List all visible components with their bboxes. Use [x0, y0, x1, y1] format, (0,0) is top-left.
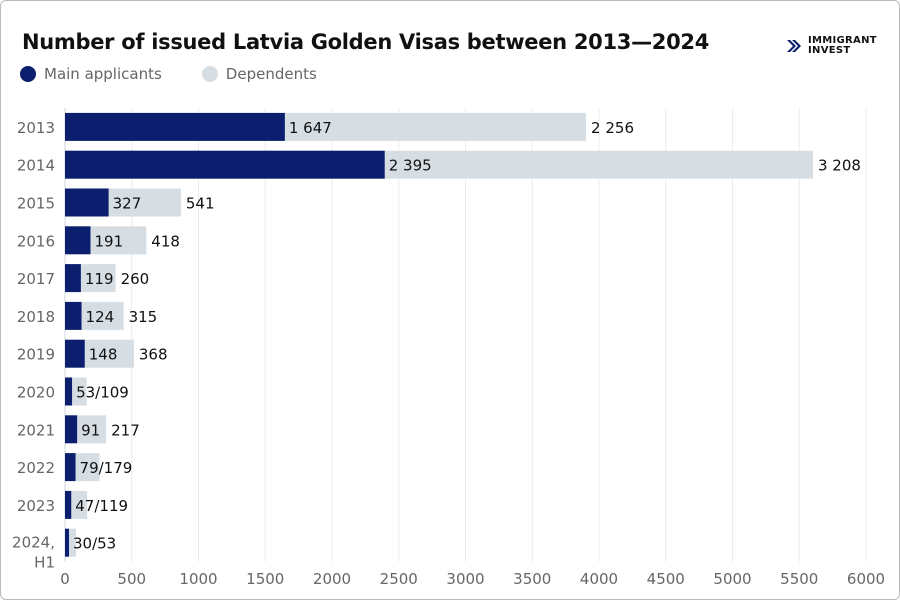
y-tick-label: 2023 [17, 497, 55, 515]
x-tick-label: 6000 [847, 570, 885, 588]
y-tick-label: 2017 [17, 270, 55, 288]
bar-main-applicants [65, 226, 91, 255]
y-tick-label: 2016 [17, 232, 55, 250]
data-label-main: 91 [81, 421, 100, 439]
legend-label-main: Main applicants [44, 65, 162, 83]
data-label-main: 53/109 [76, 384, 129, 402]
bar-main-applicants [65, 377, 73, 406]
bar-dependents [384, 150, 814, 179]
x-tick-label: 2000 [313, 570, 351, 588]
x-tick-label: 0 [60, 570, 70, 588]
logo-line1: IMMIGRANT [808, 35, 877, 46]
data-label-main: 1 647 [289, 119, 332, 137]
logo-chevron-icon [787, 40, 801, 52]
x-tick-label: 5500 [780, 570, 818, 588]
data-label-dependents: 418 [151, 232, 180, 250]
x-tick-label: 4500 [647, 570, 685, 588]
bar-main-applicants [65, 490, 72, 519]
y-tick-label: 2021 [17, 421, 55, 439]
data-label-main: 148 [89, 346, 118, 364]
bar-main-applicants [65, 528, 70, 557]
bar-dependents [90, 226, 147, 255]
data-label-dependents: 315 [129, 308, 158, 326]
x-tick-label: 1000 [179, 570, 217, 588]
y-tick-label: 2020 [17, 384, 55, 402]
data-label-dependents: 217 [111, 421, 140, 439]
bar-dependents [71, 490, 88, 519]
y-tick-label: 2022 [17, 459, 55, 477]
data-label-main: 119 [85, 270, 114, 288]
logo: IMMIGRANT INVEST [786, 36, 877, 56]
bar-dependents [75, 453, 100, 482]
x-tick-label: 3500 [513, 570, 551, 588]
y-tick-label: H1 [34, 554, 55, 572]
legend-swatch-dependents [201, 66, 218, 82]
y-tick-label: 2015 [17, 195, 55, 213]
y-tick-label: 2013 [17, 119, 55, 137]
logo-line2: INVEST [808, 45, 851, 56]
data-label-dependents: 541 [186, 195, 215, 213]
data-label-main: 79/179 [80, 459, 133, 477]
x-tick-label: 5000 [713, 570, 751, 588]
data-label-main: 47/119 [75, 497, 128, 515]
x-tick-label: 1500 [246, 570, 284, 588]
bar-main-applicants [65, 301, 82, 330]
bar-dependents [72, 377, 87, 406]
data-label-main: 191 [94, 232, 123, 250]
y-tick-label: 2024, [12, 534, 55, 552]
bar-dependents [80, 264, 116, 293]
data-label-dependents: 260 [121, 270, 150, 288]
data-label-main: 2 395 [389, 157, 432, 175]
x-tick-label: 2500 [380, 570, 418, 588]
legend: Main applicants Dependents [20, 65, 317, 83]
data-label-dependents: 3 208 [818, 157, 861, 175]
bar-main-applicants [65, 150, 385, 179]
data-label-main: 30/53 [73, 535, 116, 553]
y-tick-label: 2014 [17, 157, 55, 175]
x-tick-label: 500 [117, 570, 146, 588]
bar-main-applicants [65, 264, 81, 293]
bar-dependents [77, 415, 107, 444]
bar-dependents [69, 528, 77, 557]
bar-main-applicants [65, 415, 78, 444]
legend-item-dependents: Dependents [201, 65, 317, 83]
legend-swatch-main [20, 66, 36, 82]
x-tick-label: 4000 [580, 570, 618, 588]
bar-dependents [84, 339, 134, 368]
legend-item-main: Main applicants [20, 65, 162, 83]
data-label-main: 124 [86, 308, 115, 326]
y-tick-label: 2019 [17, 346, 55, 364]
bar-dependents [108, 188, 181, 217]
bar-main-applicants [65, 453, 76, 482]
bar-main-applicants [65, 112, 285, 141]
y-tick-label: 2018 [17, 308, 55, 326]
data-label-main: 327 [113, 195, 142, 213]
x-tick-label: 3000 [446, 570, 484, 588]
legend-label-dependents: Dependents [225, 65, 317, 83]
bar-dependents [81, 301, 124, 330]
bar-main-applicants [65, 188, 109, 217]
data-label-dependents: 368 [139, 346, 168, 364]
bar-main-applicants [65, 339, 85, 368]
data-label-dependents: 2 256 [591, 119, 634, 137]
chart-title: Number of issued Latvia Golden Visas bet… [22, 30, 710, 54]
bar-dependents [284, 112, 587, 141]
